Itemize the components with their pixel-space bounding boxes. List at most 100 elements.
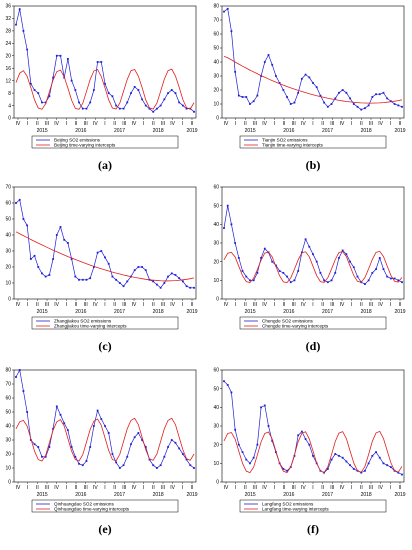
x-year-label: 2015 [245, 492, 256, 498]
series-point [300, 77, 303, 80]
series-point [256, 94, 259, 97]
x-tick-label: I [390, 302, 391, 308]
x-tick-label: I [235, 485, 236, 491]
series-point [70, 79, 73, 82]
series-point [26, 224, 29, 227]
x-tick-label: IV [301, 485, 306, 491]
series-point [382, 268, 385, 271]
series-point [263, 61, 266, 63]
series-point [92, 89, 95, 91]
series-point [230, 223, 233, 226]
series-point [282, 271, 285, 274]
series-point [18, 8, 21, 11]
series-point [52, 427, 54, 430]
series-point [111, 95, 114, 98]
series-point [338, 257, 340, 259]
x-year-label: 2016 [283, 492, 294, 498]
x-tick-label: I [104, 121, 105, 127]
series-point [341, 456, 344, 459]
x-year-label: 2019 [394, 309, 405, 315]
x-tick-label: III [253, 121, 257, 127]
series-point [111, 275, 114, 278]
y-tick-label: 10 [213, 278, 219, 284]
x-tick-label: III [84, 302, 88, 308]
series-point [81, 107, 84, 110]
panel-caption: (a) [98, 158, 112, 172]
series-point [245, 458, 248, 461]
x-tick-label: III [161, 121, 165, 127]
y-tick-label: 30 [213, 241, 219, 247]
series-point [397, 104, 400, 107]
y-tick-label: 60 [213, 368, 219, 374]
plot-frame [13, 186, 197, 300]
series-point [78, 462, 80, 465]
x-tick-label: I [27, 485, 28, 491]
series-point [326, 281, 329, 284]
x-tick-label: I [351, 302, 352, 308]
series-point [159, 464, 162, 467]
series-point [141, 266, 143, 268]
series-point [393, 103, 396, 105]
series-point [275, 264, 277, 267]
y-tick-label: 60 [5, 201, 11, 207]
x-tick-label: IV [54, 302, 59, 308]
series-point [92, 266, 95, 268]
y-tick-label: 0 [8, 480, 11, 486]
series-point [115, 278, 118, 281]
series-point [33, 89, 36, 91]
series-point [55, 405, 58, 408]
series-point [260, 257, 262, 259]
x-tick-label: IV [301, 121, 306, 127]
x-tick-label: I [351, 485, 352, 491]
x-tick-label: I [66, 121, 67, 127]
series-point [63, 422, 66, 425]
series-point [137, 432, 140, 434]
series-point [378, 456, 381, 459]
series-point [78, 278, 80, 281]
legend-label: Tianjin SO2 emissions [262, 138, 308, 143]
x-tick-label: IV [93, 302, 98, 308]
panel-caption: (c) [98, 339, 111, 353]
series-point [74, 89, 77, 91]
x-tick-label: II [152, 121, 155, 127]
x-year-label: 2018 [361, 492, 372, 498]
x-tick-label: II [321, 121, 324, 127]
legend-label: Tianjin time-varying intercepts [262, 143, 324, 148]
series-point [367, 104, 370, 107]
y-tick-label: 0 [216, 480, 219, 486]
y-tick-label: 10 [5, 466, 11, 472]
series-point [193, 467, 195, 469]
x-tick-label: I [104, 485, 105, 491]
series-point [386, 275, 389, 278]
series-point [282, 89, 285, 91]
x-tick-label: I [274, 302, 275, 308]
series-point [111, 453, 114, 455]
series-point [256, 443, 259, 446]
y-tick-label: 20 [213, 259, 219, 265]
series-point [141, 98, 143, 101]
series-point [29, 258, 32, 260]
series-point [81, 464, 84, 467]
legend-label: Chengde time-varying intercepts [262, 324, 329, 329]
series-point [323, 279, 326, 282]
x-tick-label: III [122, 302, 126, 308]
x-tick-label: II [360, 485, 363, 491]
y-tick-label: 30 [5, 438, 11, 444]
series-point [163, 282, 166, 284]
x-tick-label: III [45, 121, 49, 127]
series-line-emissions [15, 9, 195, 113]
y-tick-label: 10 [213, 102, 219, 108]
series-point [133, 85, 136, 88]
series-point [389, 466, 392, 468]
series-point [401, 281, 403, 284]
series-line-intercepts [223, 250, 403, 284]
x-tick-label: II [75, 121, 78, 127]
y-tick-label: 0 [216, 116, 219, 122]
series-point [144, 269, 147, 272]
x-tick-label: I [235, 302, 236, 308]
x-tick-label: IV [378, 302, 383, 308]
y-tick-label: 20 [213, 442, 219, 448]
x-year-label: 2018 [153, 309, 164, 315]
series-point [156, 107, 158, 110]
